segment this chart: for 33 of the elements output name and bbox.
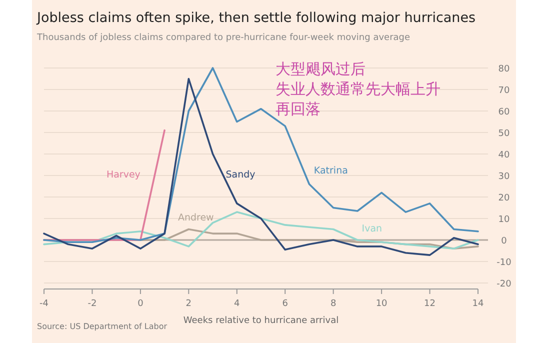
y-tick-label: 40	[498, 150, 510, 160]
source-note: Source: US Department of Labor	[37, 322, 168, 331]
series-label: Harvey	[106, 170, 141, 181]
x-tick-label: 12	[424, 299, 436, 309]
annotation: 大型飓风过后	[275, 60, 366, 78]
series-label: Ivan	[362, 223, 382, 234]
series-label: Andrew	[178, 212, 214, 224]
x-axis-title: Weeks relative to hurricane arrival	[183, 316, 339, 326]
y-tick-label: 10	[498, 215, 510, 225]
y-tick-label: 80	[498, 64, 510, 74]
annotation: 失业人数通常先大幅上升	[275, 80, 440, 98]
y-tick-label: 0	[501, 236, 508, 246]
y-tick-label: 30	[498, 172, 510, 182]
y-tick-label: -10	[496, 258, 512, 268]
chart-subtitle: Thousands of jobless claims compared to pre-hurricane four-week moving average	[36, 33, 411, 43]
x-tick-label: 14	[472, 299, 484, 309]
y-tick-label: -20	[496, 280, 512, 290]
x-tick-label: -4	[40, 299, 49, 309]
y-tick-label: 20	[498, 194, 510, 204]
x-tick-label: 2	[186, 299, 192, 309]
y-tick-label: 60	[498, 108, 510, 118]
x-tick-label: 8	[330, 299, 336, 309]
y-tick-label: 70	[498, 86, 510, 96]
x-tick-label: 0	[138, 299, 144, 309]
x-tick-label: 10	[376, 299, 388, 309]
annotation: 再回落	[275, 100, 320, 118]
chart-title: Jobless claims often spike, then settle following major hurricanes	[36, 10, 476, 26]
x-tick-label: 4	[234, 299, 240, 309]
x-tick-label: -2	[88, 299, 97, 309]
series-label: Sandy	[226, 170, 256, 181]
x-tick-label: 6	[282, 299, 288, 309]
series-label: Katrina	[314, 165, 348, 176]
y-tick-label: 50	[498, 129, 510, 139]
